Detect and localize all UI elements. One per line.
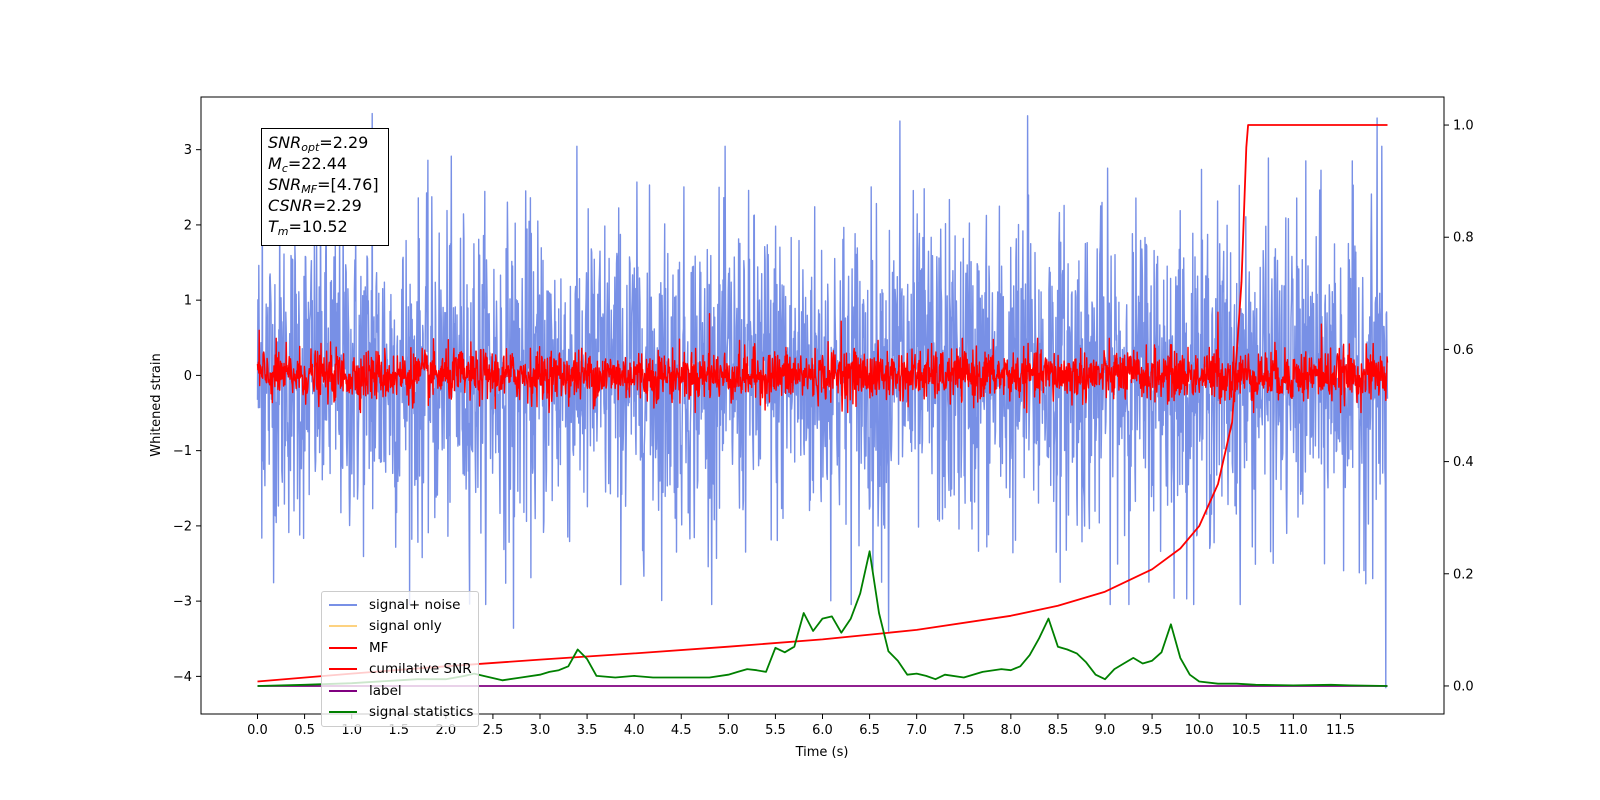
x-tick-label: 8.5 xyxy=(1048,723,1069,738)
legend-swatch xyxy=(329,689,357,692)
y-left-tick-label: −1 xyxy=(173,444,192,459)
y-left-tick-label: 1 xyxy=(184,294,192,309)
x-tick-label: 3.0 xyxy=(530,723,551,738)
y-right-tick-label: 0.4 xyxy=(1453,455,1474,470)
x-tick-label: 2.5 xyxy=(483,723,504,738)
stat-snr-mf: SNRMF=[4.76] xyxy=(268,175,379,196)
stat-chirp-mass: Mc=22.44 xyxy=(268,154,348,175)
series-line-cumilative-snr xyxy=(257,124,1388,683)
stats-annotation-box: SNRopt=2.29 Mc=22.44 SNRMF=[4.76] CSNR=2… xyxy=(261,128,389,246)
y-axis-label: Whitened strain xyxy=(149,353,164,456)
series-line-signal-statistics xyxy=(257,550,1388,687)
y-left-tick-label: −4 xyxy=(173,670,192,685)
legend-item-signal-statistics: signal statistics xyxy=(322,702,478,724)
x-axis-label: Time (s) xyxy=(795,745,849,760)
legend-label: signal+ noise xyxy=(369,596,461,613)
x-tick-label: 0.5 xyxy=(294,723,315,738)
x-tick-label: 4.5 xyxy=(671,723,692,738)
y-right-tick-label: 0.6 xyxy=(1453,343,1474,358)
y-right-tick-label: 0.2 xyxy=(1453,567,1474,582)
y-axis-right-ticks: 1.0 0.8 0.6 0.4 0.2 0.0 xyxy=(1444,119,1474,694)
stat-snr-opt: SNRopt=2.29 xyxy=(268,133,369,154)
x-tick-label: 6.5 xyxy=(859,723,880,738)
legend-label: signal statistics xyxy=(369,704,474,721)
legend-swatch xyxy=(329,668,357,671)
x-tick-label: 8.0 xyxy=(1000,723,1021,738)
y-left-tick-label: −3 xyxy=(173,595,192,610)
x-tick-label: 0.0 xyxy=(247,723,268,738)
x-tick-label: 10.5 xyxy=(1232,723,1261,738)
chart-legend: signal+ noise signal only MF cumilative … xyxy=(321,591,479,727)
y-axis-left-ticks: 3 2 1 0 −1 −2 −3 −4 xyxy=(173,143,201,685)
y-right-tick-label: 0.0 xyxy=(1453,679,1474,694)
x-tick-label: 9.0 xyxy=(1095,723,1116,738)
legend-item-mf: MF xyxy=(322,637,478,659)
x-tick-label: 5.0 xyxy=(718,723,739,738)
x-tick-label: 7.0 xyxy=(906,723,927,738)
legend-swatch xyxy=(329,603,357,606)
series-line-mf xyxy=(256,311,1389,414)
y-left-tick-label: 2 xyxy=(184,218,192,233)
y-right-tick-label: 0.8 xyxy=(1453,231,1474,246)
y-left-tick-label: −2 xyxy=(173,519,192,534)
x-tick-label: 5.5 xyxy=(765,723,786,738)
x-tick-label: 11.5 xyxy=(1326,723,1355,738)
x-tick-label: 11.0 xyxy=(1279,723,1308,738)
y-right-tick-label: 1.0 xyxy=(1453,119,1474,134)
legend-label: MF xyxy=(369,639,389,656)
legend-item-signal-noise: signal+ noise xyxy=(322,594,478,616)
legend-label: cumilative SNR xyxy=(369,661,472,678)
x-tick-label: 6.0 xyxy=(812,723,833,738)
x-tick-label: 10.0 xyxy=(1185,723,1214,738)
y-left-tick-label: 3 xyxy=(184,143,192,158)
legend-label: label xyxy=(369,682,402,699)
x-tick-label: 4.0 xyxy=(624,723,645,738)
y-left-tick-label: 0 xyxy=(184,369,192,384)
x-tick-label: 3.5 xyxy=(577,723,598,738)
stat-csnr: CSNR=2.29 xyxy=(268,196,362,215)
legend-swatch xyxy=(329,711,357,714)
legend-label: signal only xyxy=(369,618,442,635)
legend-swatch xyxy=(329,646,357,649)
x-tick-label: 7.5 xyxy=(953,723,974,738)
legend-swatch xyxy=(329,625,357,628)
stat-merger-time: Tm=10.52 xyxy=(268,217,348,238)
legend-item-label: label xyxy=(322,680,478,702)
legend-item-signal-only: signal only xyxy=(322,616,478,638)
legend-item-cumulative-snr: cumilative SNR xyxy=(322,659,478,681)
x-tick-label: 9.5 xyxy=(1142,723,1163,738)
